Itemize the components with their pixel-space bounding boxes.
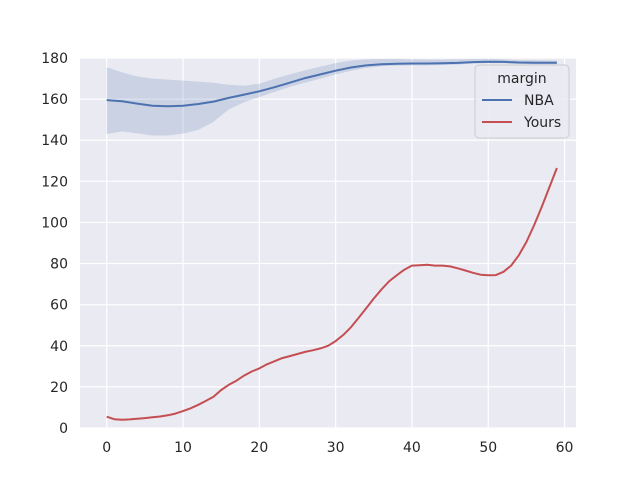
y-tick-label: 160 (41, 92, 68, 108)
y-tick-label: 180 (41, 51, 68, 67)
series-line-nba (106, 60, 557, 108)
legend-label-nba: NBA (524, 93, 554, 109)
y-tick-label: 0 (59, 421, 68, 437)
legend: margin NBA Yours (474, 64, 570, 139)
x-tick-label: 40 (403, 440, 421, 456)
x-tick-label: 60 (556, 440, 574, 456)
y-tick-label: 40 (50, 339, 68, 355)
series-line-yours (106, 167, 558, 421)
legend-box (474, 64, 570, 139)
x-tick-label: 20 (250, 440, 268, 456)
x-axis-ticks: 0 10 20 30 40 50 60 (102, 440, 573, 456)
y-tick-label: 20 (50, 380, 68, 396)
x-tick-label: 10 (174, 440, 192, 456)
legend-label-yours: Yours (523, 115, 561, 131)
x-tick-label: 0 (102, 440, 111, 456)
y-tick-label: 120 (41, 174, 68, 190)
y-tick-label: 100 (41, 215, 68, 231)
y-tick-label: 140 (41, 133, 68, 149)
y-tick-label: 80 (50, 257, 68, 273)
confidence-bands (106, 58, 557, 136)
band-nba (106, 58, 557, 136)
x-tick-label: 50 (479, 440, 497, 456)
series-lines (106, 60, 558, 421)
y-axis-ticks: 0 20 40 60 80 100 120 140 160 180 (41, 51, 68, 437)
legend-title: margin (497, 71, 546, 87)
x-tick-label: 30 (327, 440, 345, 456)
y-tick-label: 60 (50, 298, 68, 314)
